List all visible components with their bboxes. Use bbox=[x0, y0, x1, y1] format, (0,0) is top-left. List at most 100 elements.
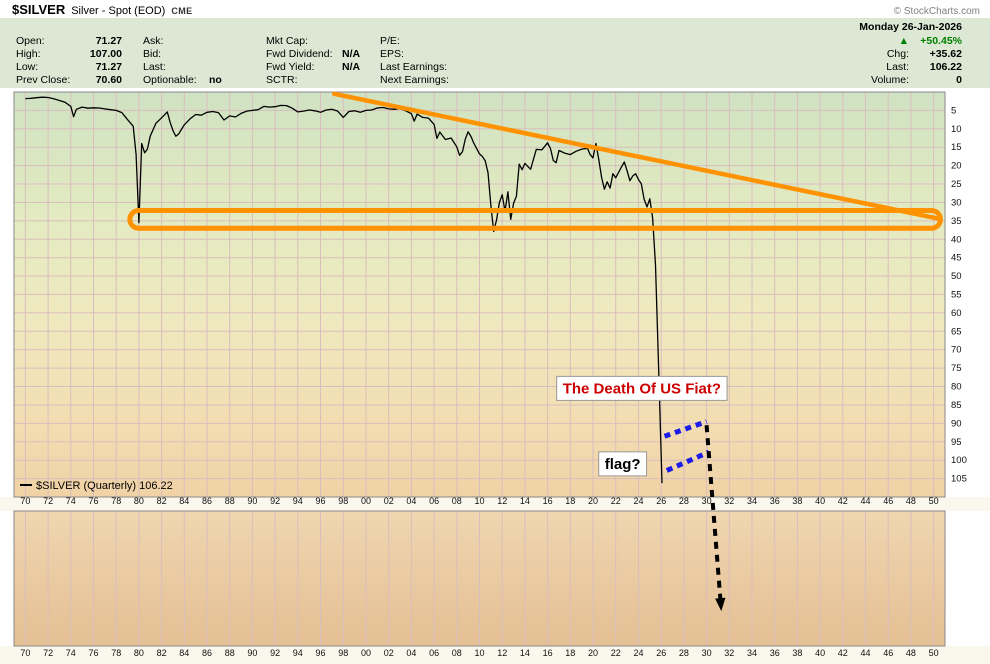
svg-text:28: 28 bbox=[679, 496, 689, 506]
quote-optionable-label: Optionable: bbox=[143, 74, 197, 86]
quote-row: Last Earnings: bbox=[380, 61, 449, 74]
svg-text:12: 12 bbox=[497, 496, 507, 506]
svg-text:78: 78 bbox=[111, 496, 121, 506]
death-of-fiat-label: The Death Of US Fiat? bbox=[563, 381, 721, 398]
svg-text:18: 18 bbox=[565, 648, 575, 658]
svg-text:90: 90 bbox=[247, 648, 257, 658]
svg-text:65: 65 bbox=[951, 326, 962, 337]
svg-text:16: 16 bbox=[543, 648, 553, 658]
svg-text:72: 72 bbox=[43, 496, 53, 506]
svg-text:36: 36 bbox=[770, 648, 780, 658]
quote-ask-label: Ask: bbox=[143, 35, 164, 47]
svg-text:96: 96 bbox=[315, 496, 325, 506]
quote-sctr-label: SCTR: bbox=[266, 74, 298, 86]
svg-text:90: 90 bbox=[951, 418, 962, 429]
svg-text:94: 94 bbox=[293, 496, 303, 506]
svg-text:28: 28 bbox=[679, 648, 689, 658]
quote-row: High: 107.00 bbox=[16, 48, 122, 61]
svg-text:48: 48 bbox=[906, 648, 916, 658]
flag-annotation-lines bbox=[663, 419, 710, 473]
volume-value: 0 bbox=[956, 74, 962, 86]
quote-row: Low: 71.27 bbox=[16, 61, 122, 74]
svg-text:04: 04 bbox=[406, 496, 416, 506]
svg-text:38: 38 bbox=[792, 496, 802, 506]
quote-optionable-value: no bbox=[209, 74, 222, 86]
svg-text:50: 50 bbox=[929, 648, 939, 658]
svg-text:12: 12 bbox=[497, 648, 507, 658]
svg-text:48: 48 bbox=[906, 496, 916, 506]
svg-text:36: 36 bbox=[770, 496, 780, 506]
svg-text:44: 44 bbox=[860, 496, 870, 506]
svg-text:88: 88 bbox=[225, 648, 235, 658]
svg-text:46: 46 bbox=[883, 496, 893, 506]
svg-text:14: 14 bbox=[520, 648, 530, 658]
copyright-label: © StockCharts.com bbox=[893, 6, 980, 17]
svg-text:85: 85 bbox=[951, 400, 962, 411]
svg-text:20: 20 bbox=[951, 161, 962, 172]
quote-fwdyield-value: N/A bbox=[342, 61, 361, 73]
svg-text:06: 06 bbox=[429, 648, 439, 658]
chart-legend: $SILVER (Quarterly) 106.22 bbox=[36, 480, 173, 492]
svg-text:105: 105 bbox=[951, 474, 967, 485]
chg-value: +35.62 bbox=[929, 48, 962, 60]
svg-text:32: 32 bbox=[724, 496, 734, 506]
svg-text:90: 90 bbox=[247, 496, 257, 506]
gain-arrow-icon: ▲ bbox=[898, 35, 909, 47]
quote-fwddividend-value: N/A bbox=[342, 48, 361, 60]
svg-text:100: 100 bbox=[951, 455, 967, 466]
projection-arrowhead bbox=[715, 597, 726, 612]
svg-text:38: 38 bbox=[792, 648, 802, 658]
svg-text:72: 72 bbox=[43, 648, 53, 658]
quote-prevclose-value: 70.60 bbox=[95, 74, 122, 86]
svg-text:00: 00 bbox=[361, 648, 371, 658]
svg-text:42: 42 bbox=[838, 496, 848, 506]
svg-text:20: 20 bbox=[588, 648, 598, 658]
exchange-label: CME bbox=[171, 6, 193, 16]
quote-row: P/E: bbox=[380, 35, 449, 48]
svg-text:08: 08 bbox=[452, 496, 462, 506]
svg-text:94: 94 bbox=[293, 648, 303, 658]
svg-text:40: 40 bbox=[815, 496, 825, 506]
svg-text:46: 46 bbox=[883, 648, 893, 658]
price-chart: The Death Of US Fiat? flag? $SILVER (Quart… bbox=[0, 88, 990, 664]
svg-text:04: 04 bbox=[406, 648, 416, 658]
svg-text:84: 84 bbox=[179, 648, 189, 658]
svg-text:10: 10 bbox=[474, 648, 484, 658]
x-axis-labels-main: 70 72 74 76 78 80 82 84 86 88 90 92 94 96 98 00 02 04 06 08… bbox=[20, 496, 938, 506]
quote-row: Optionable: no bbox=[143, 74, 222, 87]
quote-row: EPS: bbox=[380, 48, 449, 61]
svg-text:82: 82 bbox=[157, 648, 167, 658]
death-of-fiat-label-box bbox=[556, 375, 728, 401]
svg-text:70: 70 bbox=[20, 648, 30, 658]
volume-plot-border bbox=[13, 510, 946, 647]
svg-text:88: 88 bbox=[225, 496, 235, 506]
quote-eps-label: EPS: bbox=[380, 48, 404, 60]
quote-row: SCTR: bbox=[266, 74, 360, 87]
svg-text:96: 96 bbox=[315, 648, 325, 658]
last-price-label: Last: bbox=[886, 61, 909, 73]
quote-row: Last: bbox=[143, 61, 222, 74]
svg-text:40: 40 bbox=[815, 648, 825, 658]
svg-text:26: 26 bbox=[656, 496, 666, 506]
gridlines bbox=[14, 92, 945, 646]
svg-text:32: 32 bbox=[724, 648, 734, 658]
svg-text:80: 80 bbox=[951, 382, 962, 393]
quote-high-label: High: bbox=[16, 48, 41, 60]
quote-row: Volume: 0 bbox=[871, 74, 962, 87]
quote-row: Prev Close: 70.60 bbox=[16, 74, 122, 87]
svg-text:40: 40 bbox=[951, 234, 962, 245]
quote-low-value: 71.27 bbox=[95, 61, 122, 73]
svg-text:5: 5 bbox=[951, 105, 956, 116]
svg-text:20: 20 bbox=[588, 496, 598, 506]
svg-text:95: 95 bbox=[951, 437, 962, 448]
svg-text:02: 02 bbox=[384, 648, 394, 658]
svg-text:44: 44 bbox=[860, 648, 870, 658]
svg-text:45: 45 bbox=[951, 253, 962, 264]
svg-text:06: 06 bbox=[429, 496, 439, 506]
svg-text:74: 74 bbox=[66, 496, 76, 506]
quote-col-prices: Open: 71.27 High: 107.00 Low: 71.27 Prev Cl… bbox=[16, 35, 122, 87]
quote-row: Open: 71.27 bbox=[16, 35, 122, 48]
svg-text:30: 30 bbox=[702, 648, 712, 658]
svg-text:25: 25 bbox=[951, 179, 962, 190]
quote-row: Fwd Dividend: N/A bbox=[266, 48, 360, 61]
